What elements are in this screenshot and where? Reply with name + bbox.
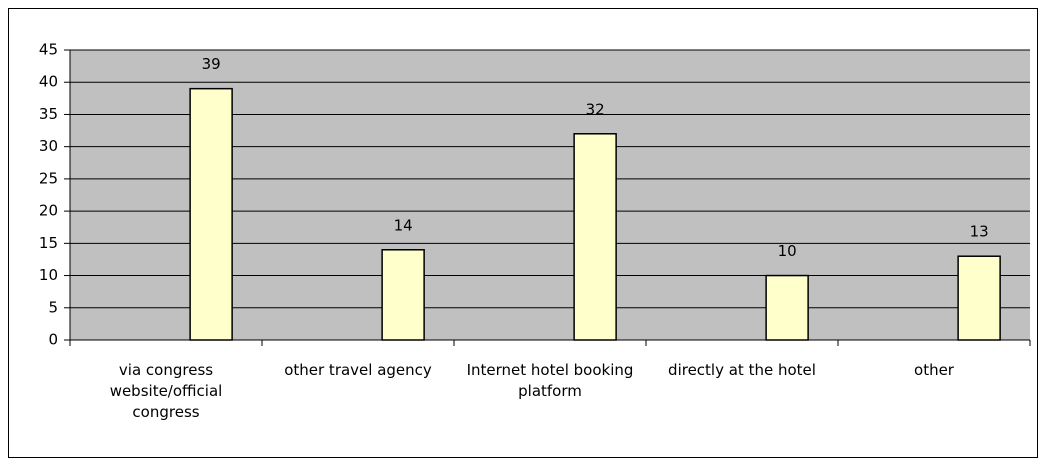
bar [189,87,233,341]
bar [381,249,425,341]
y-tick-label: 45 [39,41,58,59]
bar [957,255,1001,341]
bar [765,274,809,341]
y-tick-label: 5 [48,298,58,316]
x-tick-label: Internet hotel booking platform [467,361,634,400]
x-tick-label: other [914,361,955,379]
x-tick-label: other travel agency [284,361,432,379]
y-tick-label: 40 [39,73,58,91]
x-tick-label: directly at the hotel [668,361,816,379]
y-tick-label: 10 [39,266,58,284]
y-tick-label: 0 [48,331,58,349]
data-label: 32 [586,100,605,118]
y-tick-label: 35 [39,105,58,123]
x-tick-label: via congress website/official congress [110,361,223,421]
y-tick-label: 30 [39,137,58,155]
y-tick-label: 25 [39,169,58,187]
data-label: 10 [778,242,797,260]
data-label: 14 [394,216,413,234]
bar [573,133,617,341]
y-tick-label: 15 [39,234,58,252]
data-label: 39 [202,55,221,73]
data-label: 13 [970,223,989,241]
y-tick-label: 20 [39,202,58,220]
